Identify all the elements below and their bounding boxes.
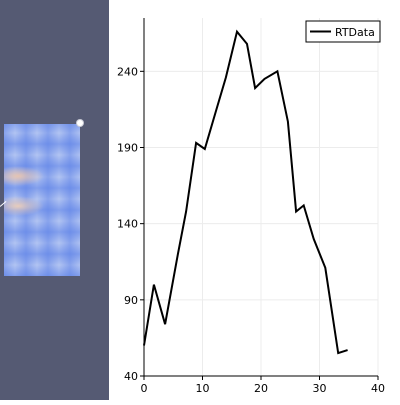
legend-label: RTData — [335, 26, 375, 39]
y-tick-label: 90 — [124, 294, 138, 307]
y-tick-label: 190 — [117, 141, 138, 154]
y-tick-label: 40 — [124, 370, 138, 383]
chart-legend[interactable]: RTData — [305, 20, 381, 43]
x-tick-label: 10 — [196, 382, 210, 395]
chart-series — [143, 29, 348, 355]
chart-grid — [143, 18, 379, 377]
x-tick-label: 30 — [313, 382, 327, 395]
probe-handle[interactable] — [77, 120, 83, 126]
y-tick-label: 240 — [117, 65, 138, 78]
x-tick-label: 20 — [254, 382, 268, 395]
x-tick-label: 0 — [141, 382, 148, 395]
line-chart-view[interactable]: 0 10 20 30 40 40 90 140 190 240 RTData — [109, 0, 400, 400]
y-tick-label: 140 — [117, 218, 138, 231]
line-chart: 0 10 20 30 40 40 90 140 190 240 RTData — [117, 18, 385, 395]
series-line-rtdata — [143, 29, 348, 355]
x-tick-label: 40 — [371, 382, 385, 395]
legend-box — [305, 20, 381, 43]
render-view[interactable] — [0, 0, 109, 400]
slice-render[interactable] — [4, 124, 80, 276]
chart-ticks: 0 10 20 30 40 40 90 140 190 240 — [117, 65, 385, 395]
